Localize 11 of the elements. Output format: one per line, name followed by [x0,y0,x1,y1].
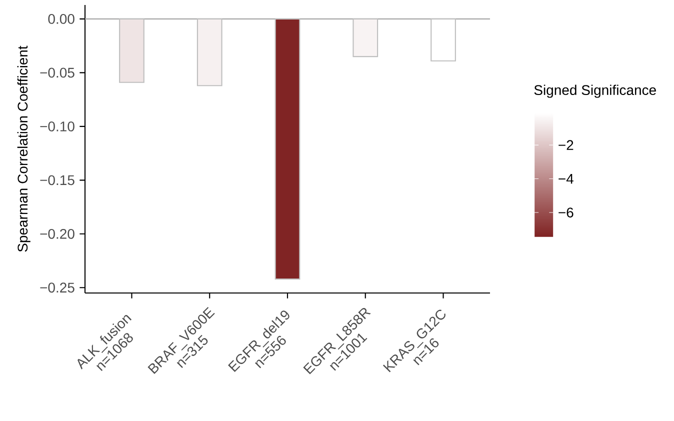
y-axis-title: Spearman Correlation Coefficient [17,46,30,252]
y-tick-label: −0.25 [40,282,74,293]
y-tick-label: −0.15 [40,175,74,186]
color-bar-title: Signed Significance [534,84,656,98]
color-bar-label: −4 [558,174,574,184]
color-bar-label: −6 [558,208,574,218]
color-bar-label: −2 [558,140,574,150]
y-tick-label: −0.20 [40,228,74,239]
y-tick-label: −0.05 [40,68,74,78]
y-tick-label: 0.00 [48,14,74,24]
y-tick-label: −0.10 [40,121,74,132]
